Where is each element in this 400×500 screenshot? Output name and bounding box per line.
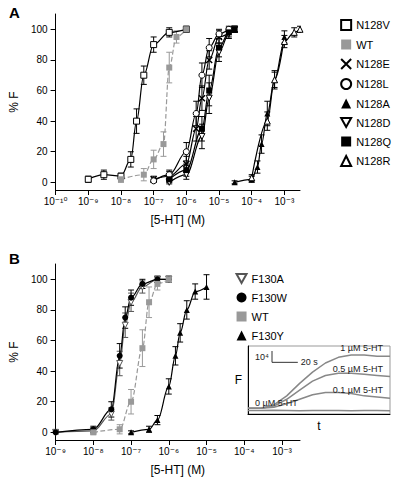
svg-text:WT: WT: [356, 39, 373, 51]
svg-text:80: 80: [36, 54, 48, 65]
svg-text:0 µM 5-HT: 0 µM 5-HT: [255, 398, 298, 408]
svg-text:10⁻¹⁰: 10⁻¹⁰: [44, 196, 68, 207]
svg-text:N128V: N128V: [356, 19, 390, 31]
svg-text:t: t: [317, 419, 321, 433]
svg-text:20: 20: [36, 146, 48, 157]
svg-text:20 s: 20 s: [301, 357, 319, 367]
svg-text:60: 60: [36, 85, 48, 96]
svg-text:F130A: F130A: [252, 273, 285, 285]
svg-text:N128Q: N128Q: [356, 136, 391, 148]
svg-text:F130W: F130W: [252, 292, 288, 304]
svg-text:F: F: [235, 373, 242, 387]
svg-text:10⁻⁹: 10⁻⁹: [45, 446, 66, 457]
svg-text:0: 0: [42, 427, 48, 438]
svg-text:100: 100: [31, 274, 48, 285]
svg-text:10⁻⁸: 10⁻⁸: [111, 196, 132, 207]
svg-text:10⁻⁵: 10⁻⁵: [196, 446, 217, 457]
svg-text:N128R: N128R: [356, 155, 390, 167]
svg-text:40: 40: [36, 366, 48, 377]
svg-text:% F: % F: [7, 91, 21, 112]
svg-text:N128L: N128L: [356, 78, 388, 90]
svg-text:N128E: N128E: [356, 58, 390, 70]
svg-text:10⁻⁹: 10⁻⁹: [78, 196, 99, 207]
svg-text:40: 40: [36, 116, 48, 127]
svg-text:60: 60: [36, 335, 48, 346]
svg-text:N128A: N128A: [356, 98, 390, 110]
svg-text:B: B: [9, 250, 20, 267]
svg-text:10⁻⁶: 10⁻⁶: [176, 196, 197, 207]
svg-text:10⁻⁷: 10⁻⁷: [121, 446, 141, 457]
svg-text:0: 0: [42, 177, 48, 188]
svg-text:0.1 µM 5-HT: 0.1 µM 5-HT: [333, 385, 384, 395]
svg-text:F130Y: F130Y: [252, 330, 285, 342]
svg-text:100: 100: [31, 24, 48, 35]
svg-text:10⁴: 10⁴: [255, 352, 269, 362]
svg-text:N128D: N128D: [356, 117, 390, 129]
svg-text:10⁻⁴: 10⁻⁴: [234, 446, 255, 457]
svg-text:[5-HT] (M): [5-HT] (M): [150, 213, 205, 227]
svg-text:[5-HT] (M): [5-HT] (M): [150, 463, 205, 477]
svg-text:0.5 µM 5-HT: 0.5 µM 5-HT: [333, 364, 384, 374]
svg-text:10⁻⁷: 10⁻⁷: [144, 196, 164, 207]
svg-text:10⁻³: 10⁻³: [275, 196, 295, 207]
svg-text:10⁻³: 10⁻³: [272, 446, 292, 457]
svg-text:10⁻⁶: 10⁻⁶: [159, 446, 180, 457]
svg-text:20: 20: [36, 396, 48, 407]
svg-text:1 µM 5-HT: 1 µM 5-HT: [340, 343, 383, 353]
svg-text:10⁻⁸: 10⁻⁸: [83, 446, 104, 457]
svg-text:A: A: [9, 4, 20, 21]
svg-text:80: 80: [36, 304, 48, 315]
svg-text:10⁻⁵: 10⁻⁵: [209, 196, 230, 207]
svg-text:10⁻⁴: 10⁻⁴: [241, 196, 262, 207]
svg-text:% F: % F: [7, 341, 21, 362]
svg-text:WT: WT: [252, 311, 269, 323]
